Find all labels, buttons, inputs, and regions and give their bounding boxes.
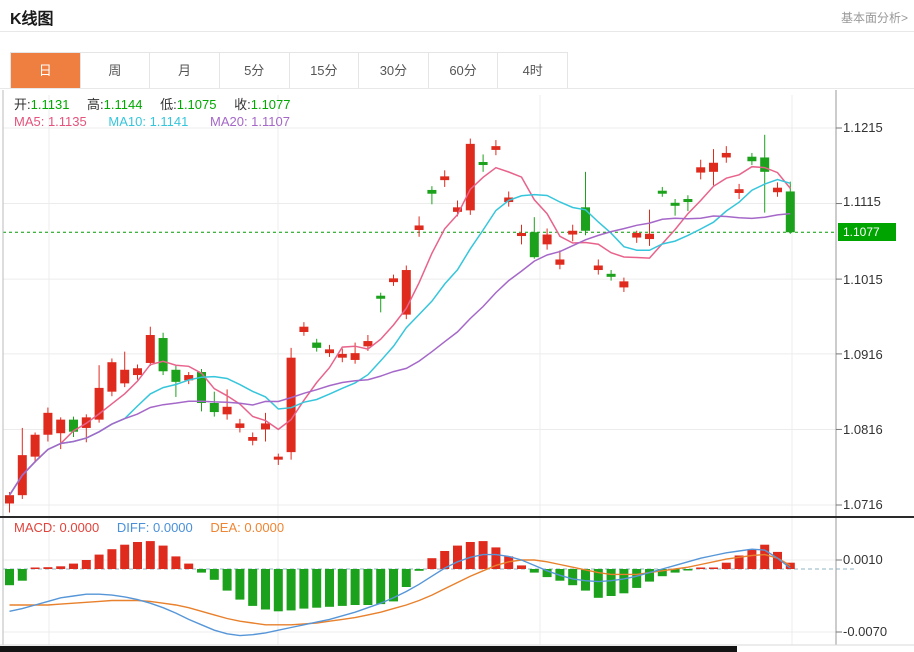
macd-legend-row: MACD: 0.0000 DIFF: 0.0000 DEA: 0.0000 bbox=[14, 520, 284, 535]
diff-line bbox=[9, 548, 791, 637]
title-divider bbox=[0, 31, 914, 32]
candles-layer bbox=[5, 134, 795, 513]
ma20-line bbox=[8, 212, 791, 496]
tab-4hour-label: 4时 bbox=[522, 63, 543, 78]
diff-value: DIFF: 0.0000 bbox=[116, 520, 193, 535]
price-tick-2: 1.1115 bbox=[843, 194, 881, 209]
price-tick-6: 1.0716 bbox=[843, 497, 883, 512]
current-price-badge: 1.1077 bbox=[838, 223, 896, 241]
ma10-legend: MA10: 1.1141 bbox=[108, 114, 189, 129]
close-label: 收: bbox=[234, 97, 251, 112]
low-value: 1.1075 bbox=[176, 97, 217, 112]
dea-value: DEA: 0.0000 bbox=[210, 520, 285, 535]
price-tick-4: 1.0916 bbox=[843, 347, 883, 362]
macd-value: MACD: 0.0000 bbox=[14, 520, 100, 535]
tabbar-underline bbox=[0, 88, 914, 89]
ma10-line bbox=[8, 178, 791, 496]
tab-month[interactable]: 月 bbox=[150, 53, 220, 88]
tab-30min[interactable]: 30分 bbox=[359, 53, 429, 88]
ohlc-row: 开:1.1131 高:1.1144 低:1.1075 收:1.1077 bbox=[14, 94, 305, 113]
tab-day[interactable]: 日 bbox=[11, 53, 81, 88]
low-label: 低: bbox=[160, 97, 177, 112]
fundamental-analysis-link[interactable]: 基本面分析> bbox=[840, 11, 908, 25]
page-title: K线图 bbox=[10, 11, 54, 28]
horizontal-scrollbar[interactable] bbox=[0, 646, 737, 652]
open-value: 1.1131 bbox=[30, 97, 70, 112]
chart-frame bbox=[0, 90, 914, 646]
macd-tick-1: 0.0010 bbox=[843, 552, 883, 567]
tab-15min-label: 15分 bbox=[310, 63, 338, 78]
tab-5min-label: 5分 bbox=[244, 63, 265, 78]
tab-30min-label: 30分 bbox=[379, 63, 408, 78]
ma-legend-row: MA5: 1.1135 MA10: 1.1141 MA20: 1.1107 bbox=[14, 114, 290, 129]
tab-week[interactable]: 周 bbox=[80, 53, 151, 88]
price-tick-3: 1.1015 bbox=[843, 272, 883, 287]
price-tick-1: 1.1215 bbox=[843, 120, 883, 135]
period-tabbar: 日 周 月 5分 15分 30分 60分 4时 bbox=[10, 52, 568, 89]
tab-60min[interactable]: 60分 bbox=[428, 53, 499, 88]
tab-15min[interactable]: 15分 bbox=[289, 53, 360, 88]
ma5-line bbox=[8, 165, 791, 496]
high-label: 高: bbox=[87, 97, 104, 112]
close-value: 1.1077 bbox=[250, 97, 291, 112]
tab-month-label: 月 bbox=[178, 63, 192, 78]
tab-4hour[interactable]: 4时 bbox=[498, 53, 567, 88]
price-tick-5: 1.0816 bbox=[843, 422, 883, 437]
tab-60min-label: 60分 bbox=[449, 63, 477, 78]
macd-tick-2: -0.0070 bbox=[843, 624, 888, 639]
tab-5min[interactable]: 5分 bbox=[219, 53, 290, 88]
tab-week-label: 周 bbox=[108, 63, 122, 78]
ma5-legend: MA5: 1.1135 bbox=[14, 114, 87, 129]
high-value: 1.1144 bbox=[103, 97, 143, 112]
open-label: 开: bbox=[14, 97, 31, 112]
ma20-legend: MA20: 1.1107 bbox=[210, 114, 290, 129]
tab-day-label: 日 bbox=[38, 63, 52, 78]
